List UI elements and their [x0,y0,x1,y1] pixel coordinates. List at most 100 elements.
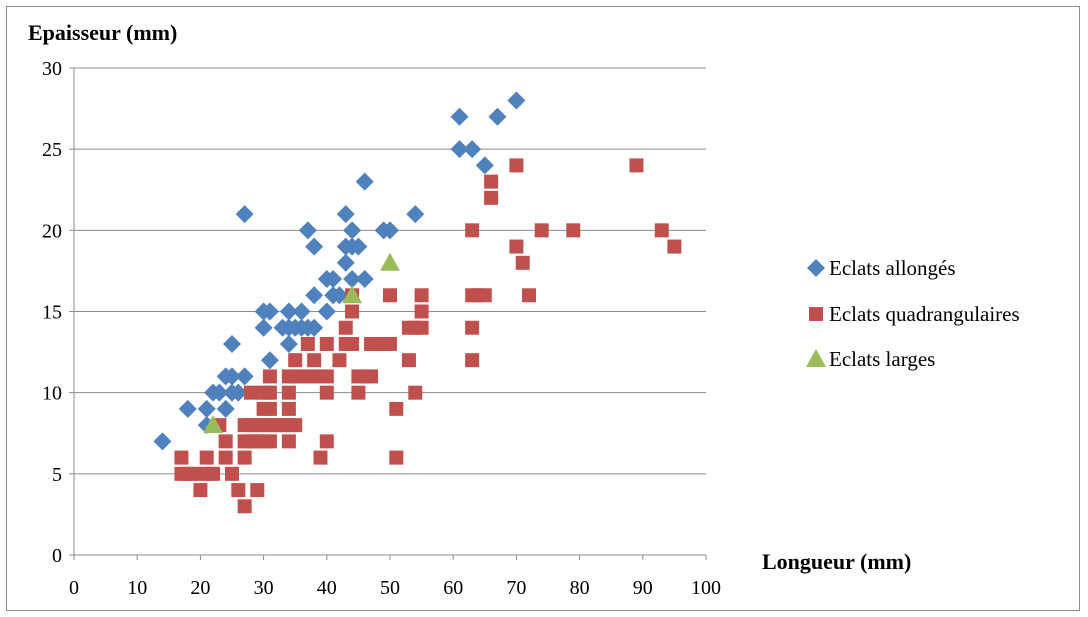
data-point-diamond [178,399,197,418]
data-points [153,91,682,514]
legend-label-eclats-allonges: Eclats allongés [829,256,956,280]
data-point-square [319,385,334,400]
legend-label-eclats-quadrangulaires: Eclats quadrangulaires [829,302,1020,326]
data-point-diamond [292,302,311,321]
data-point-diamond [355,270,374,289]
data-point-square [307,369,322,384]
data-point-diamond [381,221,399,240]
data-point-square [465,223,480,238]
data-point-diamond [216,399,235,418]
data-point-diamond [507,91,526,110]
x-tick-label: 60 [443,577,463,599]
data-point-square [408,385,423,400]
data-point-square [300,336,315,351]
data-point-diamond [210,383,229,402]
data-point-diamond [260,351,279,370]
x-axis-title: Longueur (mm) [762,549,911,574]
data-point-square [465,353,480,368]
legend-label-eclats-larges: Eclats larges [829,347,935,371]
y-tick-labels: 0 5 10 15 20 25 30 [42,58,62,567]
data-point-square [414,304,429,319]
data-point-square [262,385,277,400]
data-point-square [364,369,379,384]
x-tick-label: 10 [127,577,147,599]
data-point-square [629,158,644,173]
data-point-square [319,369,334,384]
y-tick-label: 30 [42,58,62,80]
legend-marker-diamond [807,259,825,277]
x-tick-label: 100 [691,577,721,599]
data-point-square [313,450,328,465]
legend-item-eclats-quadrangulaires: Eclats quadrangulaires [809,302,1020,326]
data-point-square [401,353,416,368]
x-tick-label: 30 [254,577,274,599]
data-point-square [383,288,397,303]
data-point-diamond [450,140,469,159]
data-point-square [288,369,303,384]
series-1 [174,158,682,514]
data-point-diamond [324,270,343,289]
data-point-diamond [336,205,355,224]
data-point-square [332,353,347,368]
y-axis-title: Epaisseur (mm) [28,20,177,45]
data-point-triangle [342,285,363,304]
y-tick-label: 15 [42,302,62,324]
data-point-square [237,450,252,465]
data-point-diamond [298,221,317,240]
chart-frame [6,6,1080,611]
data-point-diamond [475,156,494,175]
data-point-square [319,336,334,351]
x-tick-label: 0 [69,577,79,599]
data-point-diamond [355,172,374,191]
y-tick-label: 0 [52,545,62,567]
data-point-square [237,499,252,514]
data-point-diamond [305,286,324,305]
data-point-diamond [330,286,349,305]
x-tick-label: 80 [570,577,590,599]
data-point-diamond [235,367,254,386]
data-point-square [281,434,296,449]
y-tick-label: 10 [42,383,62,405]
data-point-square [187,466,202,481]
data-point-square [288,353,303,368]
axes [69,67,707,560]
data-point-diamond [223,367,241,386]
y-tick-label: 25 [42,139,62,161]
data-point-square [288,418,303,433]
legend-item-eclats-larges: Eclats larges [806,347,935,371]
data-point-diamond [153,432,172,451]
data-point-diamond [254,318,273,337]
data-point-diamond [406,205,425,224]
legend: Eclats allongés Eclats quadrangulaires E… [806,256,1020,371]
data-point-square [262,401,277,416]
data-point-diamond [279,302,298,321]
data-point-square [465,320,480,335]
data-point-diamond [223,334,241,353]
data-point-square [231,483,246,498]
data-point-square [199,450,214,465]
data-point-diamond [279,334,298,353]
data-point-diamond [343,221,362,240]
legend-marker-triangle [806,349,826,367]
data-point-square [351,385,366,400]
data-point-square [225,466,239,481]
data-point-triangle [203,415,224,434]
data-point-triangle [380,252,400,271]
x-tick-label: 40 [317,577,337,599]
data-point-diamond [260,302,279,321]
data-point-square [174,450,189,465]
data-point-square [345,304,360,319]
data-point-square [484,190,499,205]
data-point-square [243,385,258,400]
data-point-square [206,466,221,481]
data-point-square [566,223,581,238]
data-point-diamond [305,237,324,256]
data-point-diamond [197,399,216,418]
y-tick-label: 20 [42,220,62,242]
data-point-square [667,239,682,254]
x-tick-label: 70 [506,577,526,599]
data-point-square [414,288,429,303]
data-point-square [515,255,530,270]
data-point-square [281,385,296,400]
